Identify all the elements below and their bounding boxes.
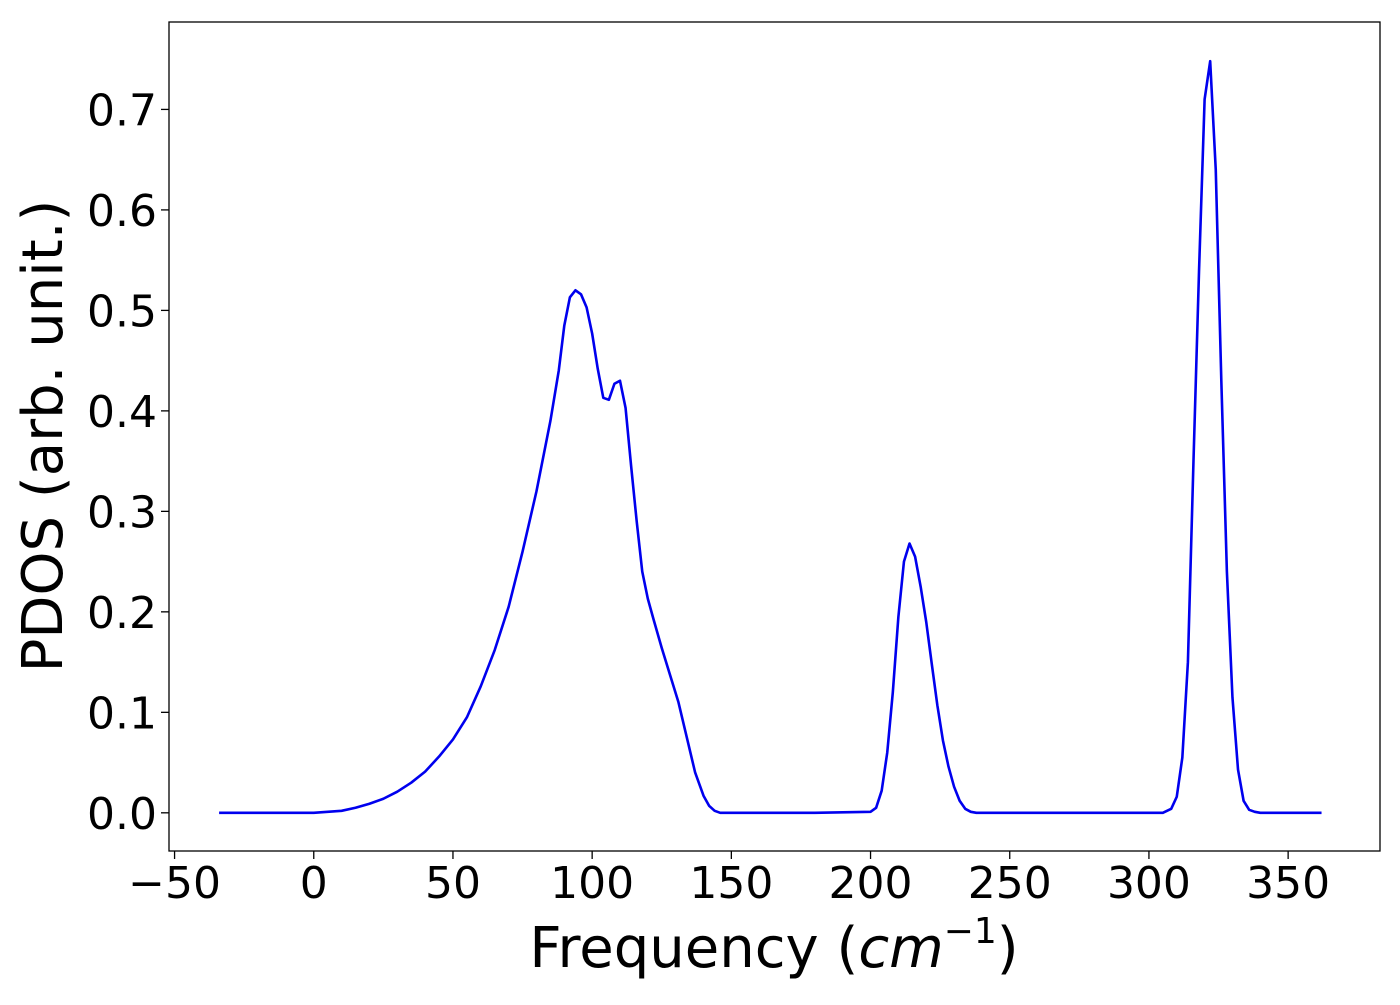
x-tick-label: 200	[829, 858, 913, 909]
y-tick-label: 0.1	[87, 688, 157, 739]
x-axis-title-close: )	[997, 916, 1019, 981]
x-tick-label: 350	[1246, 858, 1330, 909]
x-tick-label: 0	[300, 858, 328, 909]
x-axis-title-main: Frequency (	[529, 916, 858, 981]
x-tick-label: −50	[128, 858, 221, 909]
series-line-0	[219, 59, 1322, 815]
y-tick-label: 0.0	[87, 789, 157, 840]
series-layer	[219, 59, 1322, 815]
y-tick-label: 0.4	[87, 387, 157, 438]
x-axis-ticks: −50 0 50 100 150 200 250 300 350	[128, 851, 1330, 909]
y-tick-label: 0.3	[87, 487, 157, 538]
x-tick-label: 250	[968, 858, 1052, 909]
plot-frame	[168, 21, 1381, 852]
x-axis-title: Frequency (cm−1)	[529, 911, 1018, 981]
y-tick-label: 0.5	[87, 286, 157, 337]
x-axis-title-exponent: −1	[944, 911, 997, 952]
x-axis-title-unit: cm	[858, 916, 943, 981]
y-tick-label: 0.6	[87, 186, 157, 237]
x-tick-label: 50	[425, 858, 481, 909]
y-tick-label: 0.7	[87, 85, 157, 136]
y-axis-title: PDOS (arb. unit.)	[11, 200, 76, 673]
x-tick-label: 150	[689, 858, 773, 909]
x-tick-label: 100	[550, 858, 634, 909]
y-tick-label: 0.2	[87, 588, 157, 639]
x-tick-label: 300	[1107, 858, 1191, 909]
y-axis-ticks: 0.0 0.1 0.2 0.3 0.4 0.5 0.6 0.7	[87, 85, 169, 840]
